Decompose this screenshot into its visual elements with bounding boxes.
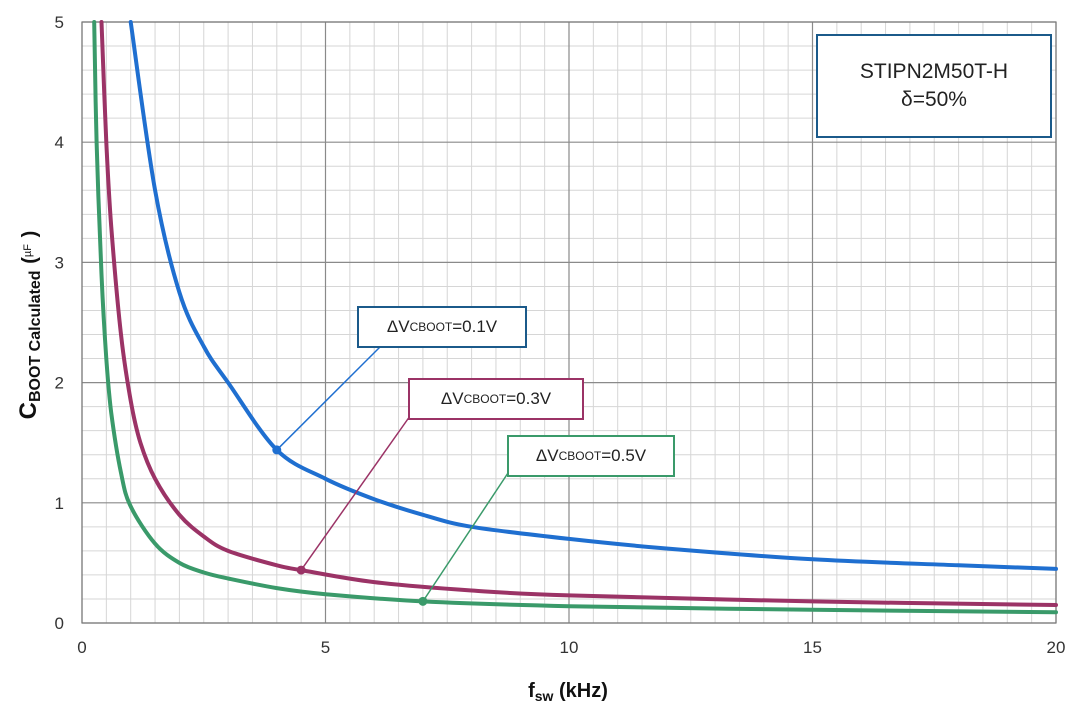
y-tick-label: 5 (55, 13, 64, 32)
series-label-0.3v: ΔV CBOOT =0.3V (408, 378, 584, 420)
plot-area-frame (81, 21, 1057, 624)
model-info-box: STIPN2M50T-H δ=50% (816, 34, 1052, 138)
x-axis-label: fsw (kHz) (528, 680, 608, 704)
y-tick-label: 1 (55, 494, 64, 513)
y-tick-label: 0 (55, 614, 64, 633)
y-tick-label: 2 (55, 374, 64, 393)
marker-point-0.5v (418, 596, 428, 606)
series-line-0.3v (99, 20, 1058, 607)
y-tick-label: 3 (55, 253, 64, 272)
pointer-line-0.5v (422, 472, 509, 602)
x-tick-label: 0 (77, 638, 86, 657)
model-name: STIPN2M50T-H (859, 60, 1009, 83)
x-tick-label: 10 (560, 638, 579, 657)
y-axis-label: CBOOT Calculated (µF ) (15, 230, 44, 420)
marker-point-0.3v (296, 565, 306, 575)
pointer-line-0.1v (276, 343, 384, 451)
series-label-0.5v: ΔV CBOOT =0.5V (507, 435, 675, 477)
series-label-0.1v: ΔV CBOOT =0.1V (357, 306, 527, 348)
x-tick-label: 5 (321, 638, 330, 657)
x-tick-label: 20 (1047, 638, 1066, 657)
pointer-line-0.3v (300, 415, 411, 571)
x-tick-label: 15 (803, 638, 822, 657)
duty-cycle: δ=50% (901, 88, 967, 111)
series-line-0.1v (128, 20, 1058, 571)
y-tick-label: 4 (55, 133, 64, 152)
series-line-0.5v (92, 20, 1058, 615)
marker-point-0.1v (272, 445, 282, 455)
